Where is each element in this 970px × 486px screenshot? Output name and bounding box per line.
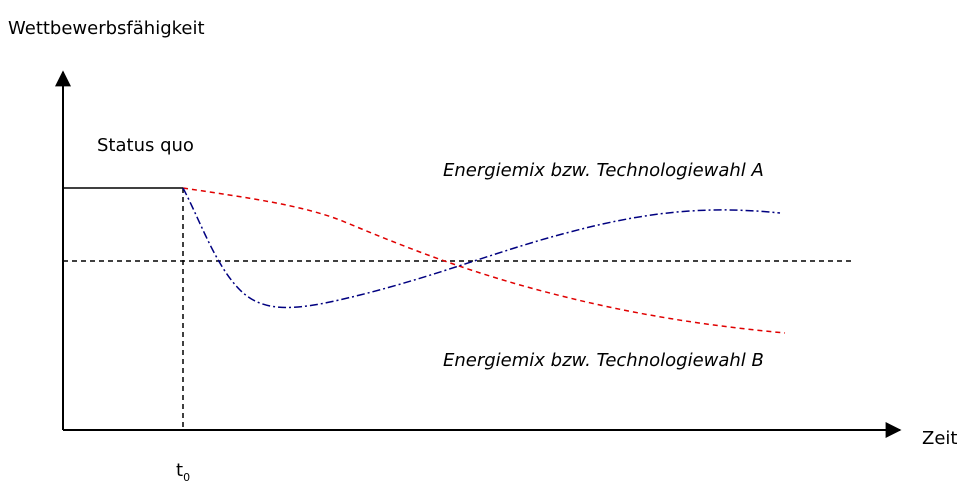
t0-label: t0 (176, 460, 190, 484)
status-label: Status quo (97, 135, 194, 156)
curve-b (182, 187, 781, 309)
curve-b-label: Energiemix bzw. Technologiewahl B (443, 350, 764, 371)
y-axis-label: Wettbewerbsfähigkeit (8, 18, 205, 39)
curve-a (182, 187, 786, 334)
t0-base: t (176, 460, 183, 481)
t0-sub: 0 (183, 471, 190, 484)
x-axis-label: Zeit (922, 428, 957, 449)
curve-a-label: Energiemix bzw. Technologiewahl A (443, 160, 764, 181)
